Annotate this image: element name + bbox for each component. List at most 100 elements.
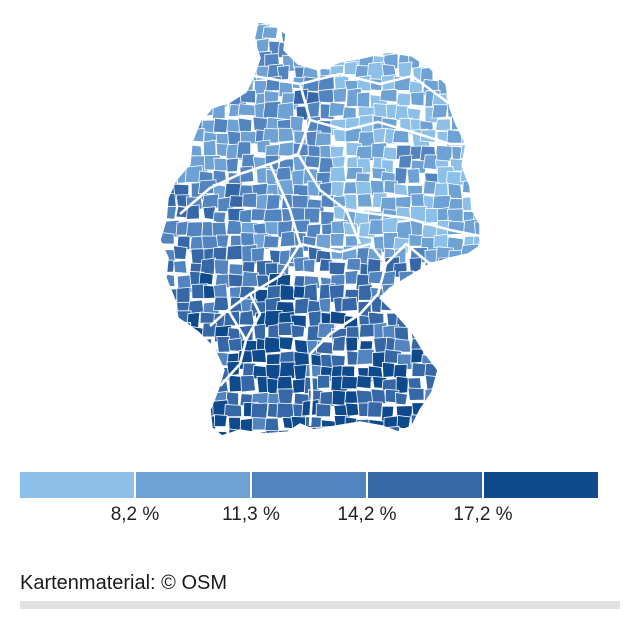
district bbox=[239, 29, 257, 45]
district bbox=[295, 37, 309, 55]
district bbox=[172, 245, 188, 260]
district bbox=[317, 443, 333, 454]
district bbox=[407, 387, 425, 401]
district bbox=[293, 428, 307, 436]
district bbox=[357, 193, 373, 208]
district bbox=[485, 311, 490, 328]
district bbox=[240, 52, 260, 71]
district bbox=[186, 374, 201, 393]
district bbox=[262, 127, 280, 145]
district bbox=[471, 127, 480, 145]
district bbox=[460, 271, 477, 288]
district bbox=[367, 39, 381, 55]
district bbox=[290, 22, 309, 29]
district bbox=[340, 375, 359, 390]
district bbox=[198, 363, 212, 380]
district bbox=[150, 65, 159, 79]
district bbox=[160, 193, 162, 207]
district bbox=[160, 387, 169, 405]
district bbox=[329, 38, 344, 56]
district bbox=[315, 403, 332, 418]
district bbox=[473, 416, 480, 434]
district bbox=[163, 130, 182, 147]
district bbox=[461, 340, 478, 354]
district bbox=[437, 375, 457, 394]
district bbox=[185, 445, 202, 454]
district bbox=[160, 89, 177, 107]
district bbox=[394, 440, 410, 454]
state-border bbox=[344, 209, 362, 245]
district bbox=[409, 287, 425, 302]
district bbox=[160, 402, 177, 416]
district bbox=[163, 428, 177, 436]
district bbox=[160, 157, 161, 173]
district bbox=[160, 418, 168, 436]
district bbox=[344, 26, 363, 43]
district bbox=[340, 36, 356, 52]
district bbox=[176, 429, 192, 436]
district bbox=[471, 40, 480, 57]
district bbox=[457, 106, 477, 123]
district bbox=[473, 22, 480, 27]
district bbox=[450, 367, 469, 382]
district bbox=[201, 193, 221, 209]
district bbox=[474, 155, 480, 172]
district bbox=[263, 208, 283, 224]
district bbox=[437, 78, 454, 95]
district bbox=[450, 259, 467, 278]
district bbox=[369, 22, 385, 26]
district bbox=[359, 431, 376, 436]
legend-swatch bbox=[368, 472, 482, 498]
district bbox=[215, 64, 232, 80]
district bbox=[434, 391, 451, 410]
district bbox=[160, 414, 179, 429]
district bbox=[331, 389, 346, 407]
district bbox=[382, 425, 402, 436]
district bbox=[420, 321, 436, 338]
district bbox=[225, 157, 239, 173]
district bbox=[276, 22, 294, 29]
district bbox=[160, 25, 162, 41]
district bbox=[188, 53, 207, 70]
bottom-divider bbox=[20, 601, 620, 609]
district bbox=[280, 27, 299, 44]
district bbox=[488, 351, 490, 363]
district bbox=[189, 337, 206, 352]
district bbox=[437, 339, 456, 353]
district bbox=[189, 39, 208, 57]
district bbox=[303, 259, 316, 273]
district bbox=[160, 247, 166, 264]
district bbox=[474, 299, 480, 315]
district bbox=[172, 143, 187, 162]
district bbox=[487, 249, 490, 264]
district bbox=[198, 50, 217, 66]
district bbox=[160, 170, 162, 186]
district bbox=[370, 388, 387, 405]
district bbox=[460, 378, 477, 393]
district bbox=[424, 52, 444, 66]
district bbox=[381, 283, 399, 299]
district bbox=[160, 431, 166, 436]
district bbox=[160, 231, 175, 245]
district bbox=[460, 53, 477, 72]
state-border bbox=[296, 153, 480, 238]
district bbox=[160, 325, 176, 343]
district bbox=[422, 154, 438, 170]
district bbox=[217, 444, 230, 454]
district bbox=[447, 417, 466, 434]
district bbox=[489, 52, 490, 69]
district bbox=[431, 104, 449, 119]
district bbox=[304, 22, 321, 33]
district bbox=[473, 336, 480, 354]
district bbox=[251, 348, 267, 363]
district bbox=[356, 37, 373, 56]
district bbox=[405, 308, 423, 329]
district bbox=[447, 379, 461, 396]
district bbox=[448, 444, 464, 454]
district bbox=[462, 297, 477, 316]
district bbox=[462, 404, 479, 421]
district bbox=[293, 29, 306, 43]
district bbox=[474, 429, 480, 436]
district bbox=[317, 88, 335, 104]
district bbox=[276, 402, 295, 419]
